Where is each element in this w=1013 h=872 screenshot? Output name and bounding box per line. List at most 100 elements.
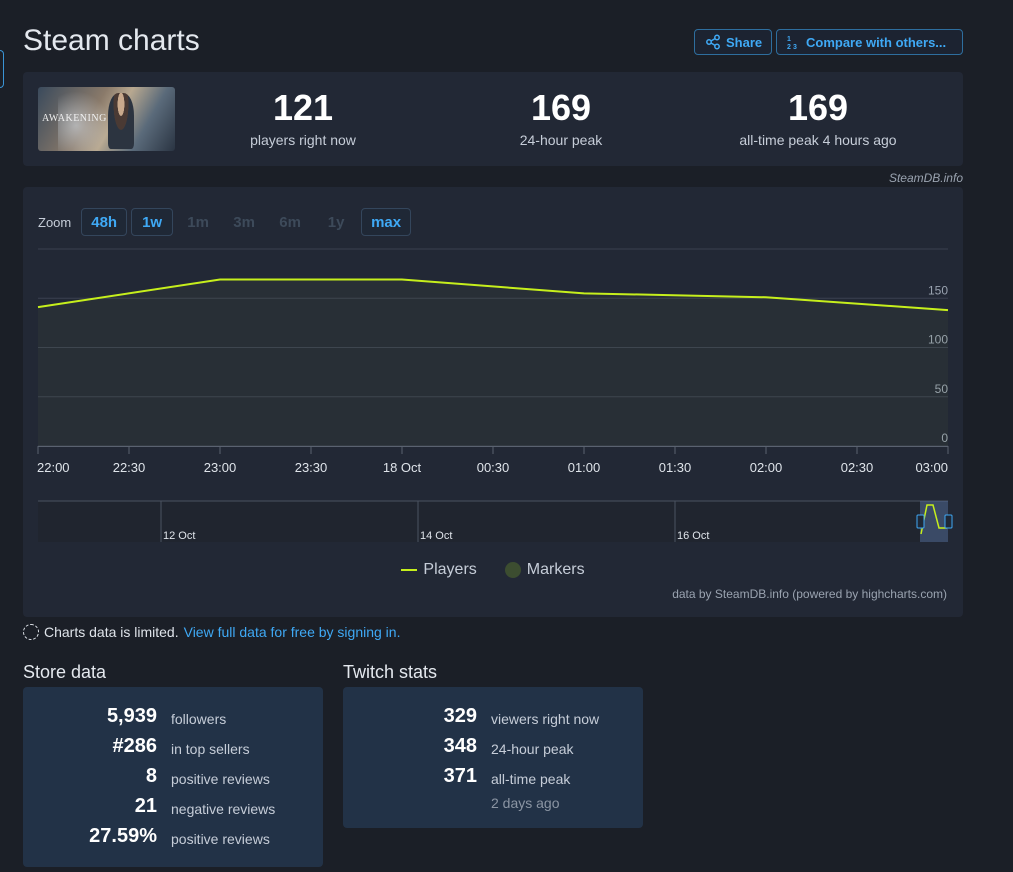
store-label: positive reviews: [171, 831, 270, 847]
dot-swatch-icon: [504, 562, 521, 578]
store-value: #286: [112, 735, 158, 757]
stat-label: all-time peak 4 hours ago: [739, 132, 897, 148]
store-data-title: Store data: [23, 662, 107, 682]
x-tick-label: 22:00: [37, 460, 70, 475]
x-tick-label: 02:30: [841, 460, 874, 475]
store-value: 21: [134, 795, 157, 817]
x-tick-label: 18 Oct: [383, 460, 422, 475]
y-tick-label: 50: [935, 382, 949, 396]
compare-label: Compare with others...: [806, 34, 947, 50]
y-tick-label: 0: [941, 431, 948, 445]
store-value: 5,939: [106, 705, 157, 727]
zoom-48h-button[interactable]: 48h: [81, 208, 128, 236]
x-tick-label: 01:30: [659, 460, 692, 475]
store-label: followers: [171, 711, 227, 727]
x-tick-label: 00:30: [477, 460, 510, 475]
twitch-row: 371 all-time peak: [343, 763, 643, 793]
store-value: 27.59%: [89, 825, 157, 847]
svg-text:2: 2: [787, 44, 791, 50]
legend-label: Players: [423, 561, 477, 578]
zoom-1m-button: 1m: [187, 213, 209, 231]
summary-panel: AWAKENING 121 players right now 169 24-h…: [23, 72, 963, 166]
navigator-label: 12 Oct: [163, 530, 195, 542]
chart-legend: Players Markers: [23, 561, 963, 579]
notice-text: Charts data is limited.: [44, 624, 179, 640]
x-tick-label: 03:00: [915, 460, 948, 475]
twitch-value: 371: [443, 765, 477, 787]
zoom-1w-button[interactable]: 1w: [131, 208, 174, 236]
navigator-label: 14 Oct: [420, 530, 452, 542]
twitch-value: 348: [443, 735, 477, 757]
store-label: positive reviews: [171, 771, 270, 787]
players-area: [38, 279, 948, 446]
x-tick-label: 23:00: [204, 460, 237, 475]
players-chart[interactable]: 0 50 100 150 22:00 22:30 23:00 23:30 18 Oct 00:30…: [23, 187, 963, 617]
stat-value: 169: [530, 87, 592, 128]
players-now-stat: 121 players right now: [203, 87, 403, 149]
store-row: #286 in top sellers: [23, 733, 323, 763]
dashed-circle-icon: [23, 624, 39, 640]
twitch-label: viewers right now: [491, 711, 600, 727]
stat-value: 121: [272, 87, 334, 128]
navigator-track: [38, 501, 948, 542]
zoom-max-button[interactable]: max: [361, 208, 412, 236]
steamdb-attribution: SteamDB.info: [888, 171, 963, 185]
navigator-handle-icon: [944, 514, 953, 529]
twitch-row: 348 24-hour peak: [343, 733, 643, 763]
page-title: Steam charts: [23, 24, 200, 57]
zoom-1y-button: 1y: [327, 213, 345, 231]
zoom-3m-button: 3m: [233, 213, 255, 231]
store-data-panel: 5,939 followers #286 in top sellers 8 po…: [23, 687, 323, 867]
x-tick-label: 01:00: [568, 460, 601, 475]
chart-credits[interactable]: data by SteamDB.info (powered by highcha…: [672, 587, 947, 601]
data-limited-notice: Charts data is limited. View full data f…: [23, 624, 400, 640]
game-logo-text: AWAKENING: [42, 113, 107, 124]
y-tick-label: 100: [928, 333, 948, 347]
chart-panel: 0 50 100 150 22:00 22:30 23:00 23:30 18 Oct 00:30…: [23, 187, 963, 617]
navigator-label: 16 Oct: [677, 530, 709, 542]
players-line: [37, 278, 949, 312]
stat-label: 24-hour peak: [519, 132, 603, 148]
store-value: 8: [145, 765, 157, 787]
sign-in-link[interactable]: View full data for free by signing in.: [183, 624, 401, 640]
all-time-peak-stat: 169 all-time peak 4 hours ago: [718, 87, 918, 149]
twitch-peak-time: 2 days ago: [491, 795, 560, 811]
zoom-controls: Zoom 48h 1w 1m 3m 6m 1y max: [38, 207, 412, 237]
share-button[interactable]: Share: [694, 29, 772, 55]
day-peak-stat: 169 24-hour peak: [461, 87, 661, 149]
store-row: 5,939 followers: [23, 703, 323, 733]
twitch-value: 329: [443, 705, 477, 727]
store-row: 8 positive reviews: [23, 763, 323, 793]
game-capsule-image[interactable]: AWAKENING: [38, 87, 175, 151]
share-label: Share: [726, 34, 763, 50]
store-row: 21 negative reviews: [23, 793, 323, 823]
store-label: negative reviews: [171, 801, 276, 817]
x-tick-label: 23:30: [295, 460, 328, 475]
twitch-label: 24-hour peak: [491, 741, 574, 757]
stat-value: 169: [787, 87, 849, 128]
stat-label: players right now: [250, 132, 356, 148]
side-tab-handle[interactable]: [0, 50, 4, 88]
navigator-series-line: [920, 504, 947, 535]
twitch-stats-title: Twitch stats: [343, 662, 438, 682]
svg-text:1: 1: [787, 36, 791, 43]
zoom-label: Zoom: [38, 214, 72, 230]
line-swatch-icon: [401, 569, 418, 571]
twitch-stats-panel: 329 viewers right now 348 24-hour peak 3…: [343, 687, 643, 828]
store-row: 27.59% positive reviews: [23, 823, 323, 853]
y-tick-label: 150: [928, 283, 948, 297]
x-tick-label: 22:30: [113, 460, 146, 475]
twitch-row: 329 viewers right now: [343, 703, 643, 733]
store-label: in top sellers: [171, 741, 250, 757]
zoom-6m-button: 6m: [279, 213, 301, 231]
legend-players[interactable]: Players: [401, 561, 477, 579]
legend-markers[interactable]: Markers: [504, 561, 585, 579]
navigator-handle-icon: [916, 514, 925, 529]
x-tick-label: 02:00: [750, 460, 783, 475]
twitch-label: all-time peak: [491, 771, 571, 787]
share-icon: [705, 34, 721, 50]
svg-text:3: 3: [793, 44, 797, 50]
legend-label: Markers: [526, 561, 585, 578]
